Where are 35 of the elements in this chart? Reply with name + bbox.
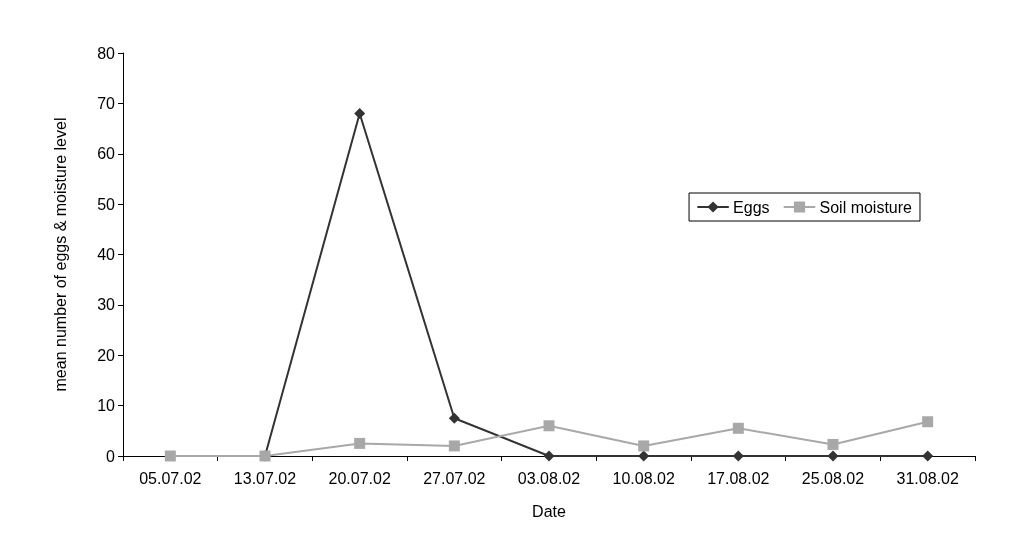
point <box>448 440 460 452</box>
y-tick-label: 60 <box>97 145 116 163</box>
x-tick-label: 17.08.02 <box>707 469 770 487</box>
point <box>354 107 366 119</box>
point <box>164 450 176 462</box>
y-tick-label: 10 <box>97 397 116 415</box>
point <box>448 412 460 424</box>
x-axis-title: Date <box>532 502 566 520</box>
legend-label: Eggs <box>733 198 770 216</box>
point <box>543 450 555 462</box>
legend-label: Soil moisture <box>819 198 913 216</box>
y-tick-label: 50 <box>97 195 116 213</box>
point <box>922 416 934 428</box>
x-tick-label: 13.07.02 <box>233 469 297 487</box>
point <box>543 420 555 432</box>
point <box>827 438 839 450</box>
x-tick-label: 20.07.02 <box>328 469 391 487</box>
y-tick-label: 20 <box>97 346 116 364</box>
y-axis-title: mean number of eggs & moisture level <box>51 117 69 392</box>
x-tick-label: 10.08.02 <box>612 469 675 487</box>
point <box>354 437 366 449</box>
x-tick-label: 25.08.02 <box>801 469 865 487</box>
y-tick-label: 30 <box>97 296 116 314</box>
x-tick-label: 05.07.02 <box>139 469 202 487</box>
x-tick-label: 27.07.02 <box>423 469 486 487</box>
y-tick-label: 70 <box>97 94 116 112</box>
point <box>827 450 839 462</box>
point <box>732 422 744 434</box>
x-tick-label: 03.08.02 <box>517 469 581 487</box>
point <box>922 450 934 462</box>
x-tick-label: 31.08.02 <box>896 469 959 487</box>
point <box>638 440 650 452</box>
y-tick-label: 80 <box>97 44 116 62</box>
y-tick-label: 0 <box>106 447 116 465</box>
y-tick-label: 40 <box>97 246 116 263</box>
